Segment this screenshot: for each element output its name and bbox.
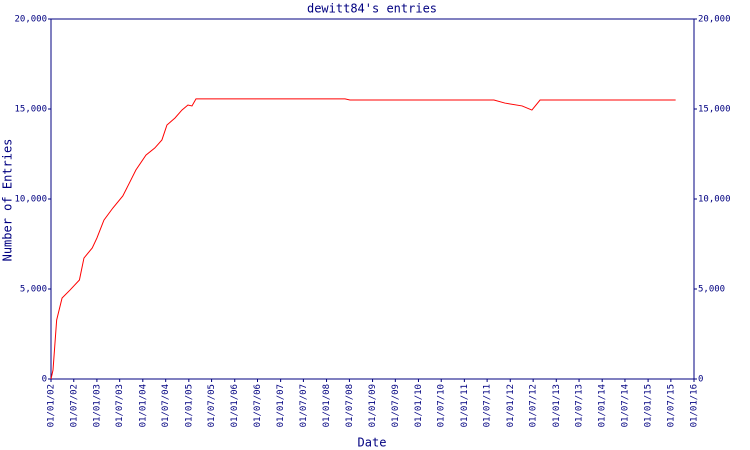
x-tick-label: 01/07/10 <box>437 384 447 427</box>
x-tick-label: 01/07/08 <box>345 384 355 427</box>
y-tick-label: 5,000 <box>20 285 47 295</box>
plot-frame <box>50 18 695 380</box>
y-tick-label: 0 <box>42 375 47 385</box>
x-axis-label: Date <box>358 436 387 450</box>
x-tick-label: 01/07/15 <box>666 384 676 427</box>
x-tick-label: 01/01/09 <box>368 384 378 427</box>
x-tick-label: 01/07/13 <box>575 384 585 427</box>
y-tick-label: 20,000 <box>14 15 47 25</box>
x-tick-label: 01/01/14 <box>598 384 608 427</box>
x-tick-label: 01/07/04 <box>161 384 171 427</box>
x-tick-label: 01/01/02 <box>47 384 57 427</box>
x-tick-label: 01/01/05 <box>184 384 194 427</box>
x-tick-label: 01/07/12 <box>529 384 539 427</box>
y2-tick-label: 15,000 <box>698 105 731 115</box>
y-tick-label: 10,000 <box>14 195 47 205</box>
y-axis-label: Number of Entries <box>1 139 15 262</box>
x-tick-label: 01/01/04 <box>138 384 148 427</box>
x-tick-label: 01/01/11 <box>460 384 470 427</box>
x-tick-label: 01/07/03 <box>115 384 125 427</box>
x-tick-label: 01/01/10 <box>414 384 424 427</box>
x-tick-label: 01/01/08 <box>322 384 332 427</box>
x-tick-label: 01/01/15 <box>644 384 654 427</box>
x-tick-label: 01/01/03 <box>92 384 102 427</box>
y2-tick-label: 10,000 <box>698 195 731 205</box>
x-tick-label: 01/07/02 <box>69 384 79 427</box>
x-tick-label: 01/07/07 <box>299 384 309 427</box>
x-tick-label: 01/01/12 <box>506 384 516 427</box>
x-tick-label: 01/07/09 <box>391 384 401 427</box>
x-tick-label: 01/01/16 <box>690 384 700 427</box>
y-tick-label: 15,000 <box>14 105 47 115</box>
x-tick-label: 01/07/05 <box>207 384 217 427</box>
x-tick-label: 01/01/13 <box>552 384 562 427</box>
x-tick-label: 01/01/06 <box>230 384 240 427</box>
x-tick-label: 01/07/06 <box>253 384 263 427</box>
chart-title: dewitt84's entries <box>307 2 437 16</box>
data-line <box>50 98 676 380</box>
x-tick-label: 01/07/11 <box>483 384 493 427</box>
y2-tick-label: 5,000 <box>698 285 725 295</box>
y2-tick-label: 20,000 <box>698 15 731 25</box>
x-tick-label: 01/07/14 <box>620 384 630 427</box>
y2-tick-label: 0 <box>698 375 703 385</box>
x-tick-label: 01/01/07 <box>276 384 286 427</box>
